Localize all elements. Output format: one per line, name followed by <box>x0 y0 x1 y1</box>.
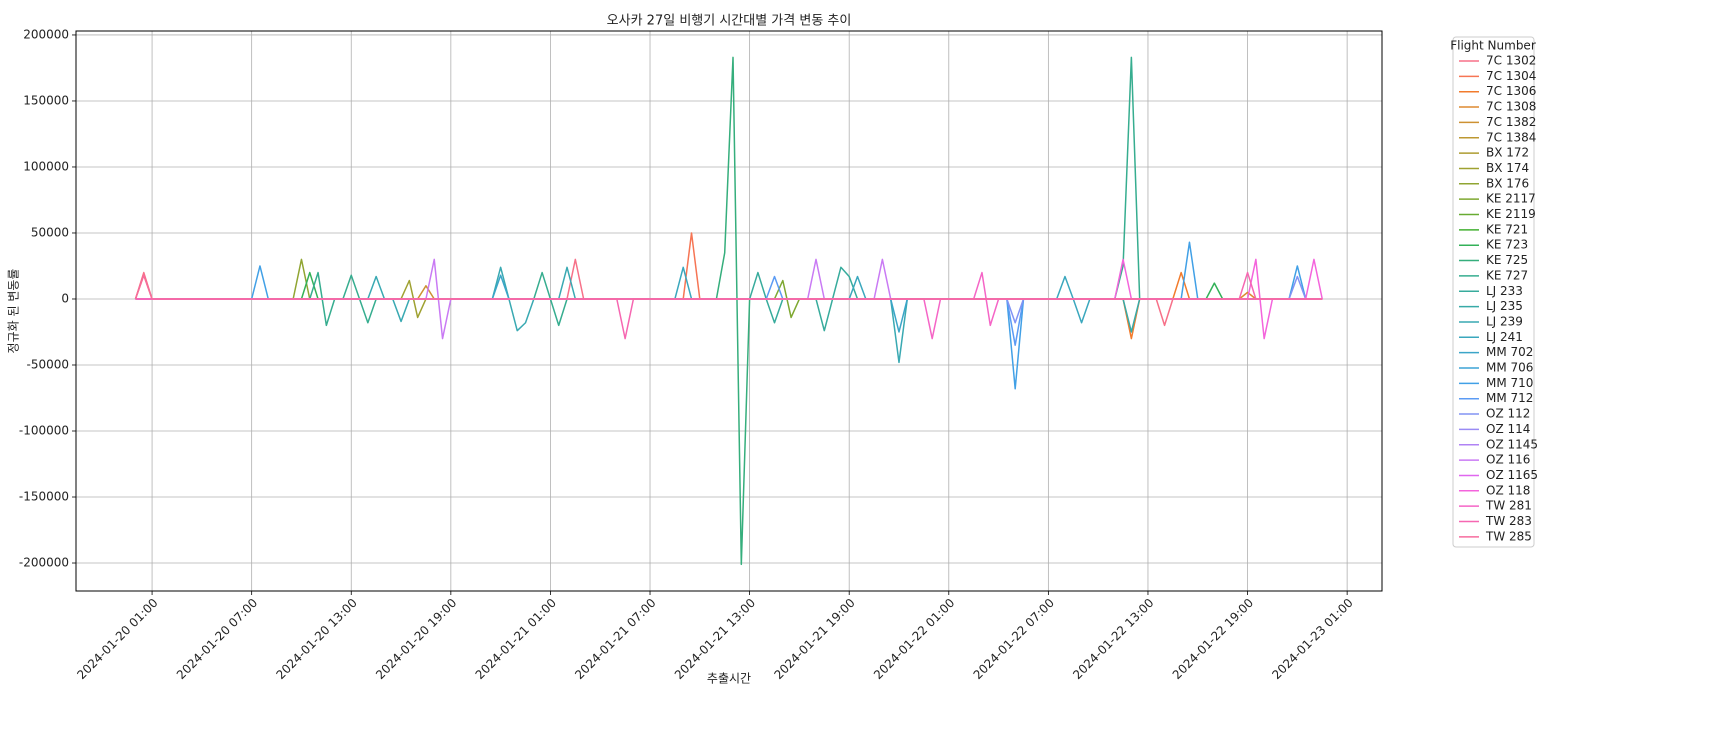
legend-label: LJ 233 <box>1486 284 1523 298</box>
y-tick-label: -200000 <box>19 556 69 570</box>
y-tick-label: -100000 <box>19 424 69 438</box>
legend-label: KE 2119 <box>1486 207 1536 221</box>
series-line <box>135 258 1323 300</box>
legend-label: OZ 118 <box>1486 483 1530 497</box>
x-tick-label: 2024-01-21 13:00 <box>672 596 758 682</box>
series-line <box>134 274 1323 300</box>
series-line <box>135 266 1323 364</box>
legend-label: MM 702 <box>1486 345 1533 359</box>
series-line <box>135 291 1323 300</box>
series-line <box>135 298 1323 333</box>
legend-label: LJ 241 <box>1486 330 1523 344</box>
chart-title: 오사카 27일 비행기 시간대별 가격 변동 추이 <box>607 13 852 29</box>
legend-label: 7C 1302 <box>1486 54 1536 68</box>
series-line <box>135 258 1323 340</box>
legend-label: LJ 235 <box>1486 299 1523 313</box>
y-tick-label: 0 <box>61 291 69 305</box>
legend-label: TW 281 <box>1485 499 1532 513</box>
legend-label: OZ 116 <box>1486 453 1530 467</box>
y-tick-label: -150000 <box>19 490 69 504</box>
legend-label: 7C 1384 <box>1486 130 1536 144</box>
legend-label: TW 285 <box>1485 529 1532 543</box>
legend-label: 7C 1382 <box>1486 115 1536 129</box>
legend-label: KE 2117 <box>1486 192 1536 206</box>
legend-title: Flight Number <box>1450 39 1536 53</box>
legend-label: TW 283 <box>1485 514 1532 528</box>
lines <box>134 56 1323 566</box>
series-line <box>135 56 1323 566</box>
legend-label: OZ 1145 <box>1486 437 1538 451</box>
legend-label: 7C 1304 <box>1486 69 1536 83</box>
legend-label: KE 727 <box>1486 268 1528 282</box>
y-tick-label: 100000 <box>23 159 69 173</box>
x-tick-label: 2024-01-20 07:00 <box>174 596 260 682</box>
y-tick-label: 200000 <box>23 27 69 41</box>
legend-label: KE 725 <box>1486 253 1528 267</box>
grid <box>76 31 1382 591</box>
x-tick-label: 2024-01-22 13:00 <box>1070 596 1156 682</box>
legend-label: OZ 114 <box>1486 422 1530 436</box>
y-tick-label: 50000 <box>31 225 69 239</box>
series-line <box>135 266 1323 324</box>
x-tick-label: 2024-01-22 07:00 <box>971 596 1057 682</box>
x-axis-label: 추출시간 <box>707 672 751 686</box>
series-line <box>135 241 1323 390</box>
x-tick-label: 2024-01-21 01:00 <box>473 596 559 682</box>
x-tick-label: 2024-01-21 07:00 <box>572 596 658 682</box>
x-tick-label: 2024-01-22 19:00 <box>1170 596 1256 682</box>
legend-label: LJ 239 <box>1486 314 1523 328</box>
x-tick-label: 2024-01-22 01:00 <box>871 596 957 682</box>
legend-label: BX 176 <box>1486 176 1529 190</box>
series-line <box>134 258 1323 327</box>
x-tick-label: 2024-01-20 13:00 <box>273 596 359 682</box>
legend-label: MM 706 <box>1486 361 1533 375</box>
legend-box <box>1452 36 1535 548</box>
x-tick-label: 2024-01-21 19:00 <box>771 596 857 682</box>
series-line <box>135 258 1323 340</box>
x-tick-label: 2024-01-20 01:00 <box>74 596 160 682</box>
legend-label: MM 712 <box>1486 391 1533 405</box>
legend-label: 7C 1306 <box>1486 84 1536 98</box>
legend-label: OZ 1165 <box>1486 468 1538 482</box>
legend-label: BX 172 <box>1486 146 1529 160</box>
y-tick-label: 150000 <box>23 93 69 107</box>
x-tick-label: 2024-01-20 19:00 <box>373 596 459 682</box>
y-tick-label: -50000 <box>26 357 69 371</box>
legend-label: OZ 112 <box>1486 407 1530 421</box>
legend-label: MM 710 <box>1486 376 1533 390</box>
plot-frame <box>75 30 1383 592</box>
y-axis-label: 정규화 된 변동률 <box>7 269 21 354</box>
legend-label: KE 721 <box>1486 222 1528 236</box>
legend-label: KE 723 <box>1486 238 1528 252</box>
legend-label: BX 174 <box>1486 161 1529 175</box>
x-tick-label: 2024-01-23 01:00 <box>1269 596 1355 682</box>
legend-label: 7C 1308 <box>1486 100 1536 114</box>
series-line <box>135 56 1323 327</box>
